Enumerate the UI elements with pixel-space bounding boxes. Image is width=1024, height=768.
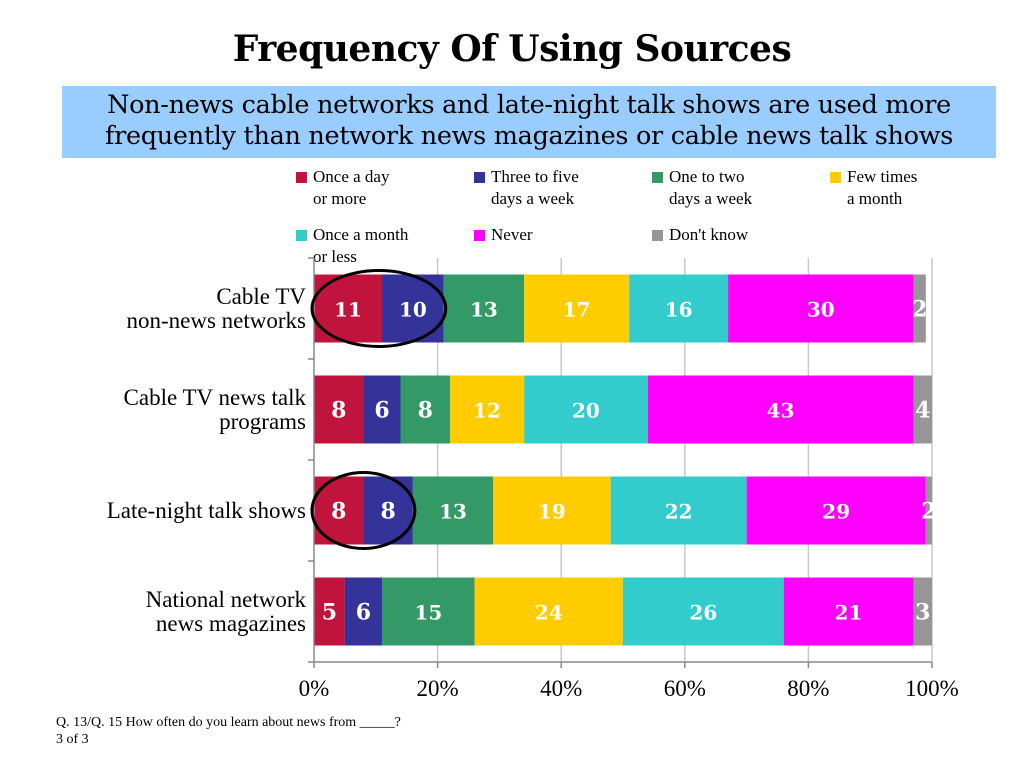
data-label: 4 [915, 398, 930, 424]
data-label: 16 [665, 298, 693, 322]
bar-segment [783, 577, 914, 646]
data-label: 19 [538, 500, 566, 524]
data-label: 22 [665, 500, 693, 524]
legend-label: Once a day or more [313, 167, 390, 208]
data-label: 8 [331, 499, 346, 525]
legend-label: Few times a month [847, 167, 918, 208]
bar-segment [728, 274, 914, 343]
legend-swatch [474, 172, 485, 183]
bar-segment [449, 375, 525, 444]
data-label: 17 [563, 298, 591, 322]
legend-swatch [830, 172, 841, 183]
legend-item: Don't know [652, 224, 748, 246]
legend-swatch [296, 230, 307, 241]
x-tick-label: 20% [416, 676, 459, 701]
legend-item: One to two days a week [652, 166, 752, 210]
bar-segment [493, 476, 611, 545]
x-tick-label: 60% [663, 676, 706, 701]
data-label: 26 [689, 601, 717, 625]
data-label: 3 [915, 600, 930, 626]
bar-segment [647, 375, 914, 444]
legend-label: Three to five days a week [491, 167, 579, 208]
legend-item: Never [474, 224, 533, 246]
footnote: Q. 13/Q. 15 How often do you learn about… [56, 715, 401, 747]
subtitle-line-1: Non-news cable networks and late-night t… [107, 90, 951, 120]
bar-segment [913, 375, 932, 444]
chart-subtitle: Non-news cable networks and late-night t… [62, 86, 996, 158]
legend-swatch [296, 172, 307, 183]
data-label: 2 [912, 297, 927, 323]
x-tick-label: 0% [298, 676, 330, 701]
bar-segment [412, 476, 494, 545]
legend-swatch [652, 230, 663, 241]
bar-segment [610, 476, 747, 545]
data-label: 21 [835, 601, 863, 625]
bar-segment [913, 274, 926, 343]
data-label: 24 [535, 601, 563, 625]
highlight-circle [310, 471, 417, 550]
bar-segment [474, 577, 623, 646]
data-label: 15 [414, 601, 442, 625]
bar-segment [314, 577, 345, 646]
legend-swatch [652, 172, 663, 183]
legend-item: Once a month or less [296, 224, 408, 268]
bar-segment [746, 476, 926, 545]
data-label: 10 [399, 298, 427, 322]
category-label: Late-night talk shows [106, 497, 306, 523]
chart-title: Frequency Of Using Sources [232, 28, 792, 70]
data-label: 20 [572, 399, 600, 423]
legend-label: One to two days a week [669, 167, 753, 208]
legend-label: Don't know [669, 225, 749, 244]
bar-segment [913, 577, 932, 646]
legend-item: Few times a month [830, 166, 917, 210]
x-tick-label: 80% [787, 676, 830, 701]
category-label: Cable TV non-news networks [126, 283, 307, 333]
data-label: 13 [470, 298, 498, 322]
bar-segment [363, 375, 401, 444]
bar-segment [524, 375, 648, 444]
legend-swatch [474, 230, 485, 241]
category-label: Cable TV news talk programs [123, 384, 306, 434]
x-tick-label: 100% [905, 676, 959, 701]
legend-item: Once a day or more [296, 166, 389, 210]
data-label: 8 [381, 499, 396, 525]
subtitle-line-2: frequently than network news magazines o… [104, 121, 954, 151]
bar-segment [314, 375, 364, 444]
data-label: 6 [356, 600, 371, 626]
bar-segment [524, 274, 630, 343]
data-label: 8 [418, 398, 433, 424]
data-label: 12 [473, 399, 501, 423]
legend-label: Never [491, 225, 533, 244]
data-label: 30 [807, 298, 835, 322]
highlight-circle [310, 269, 448, 348]
data-label: 13 [439, 500, 467, 524]
data-label: 5 [322, 600, 337, 626]
x-tick-label: 40% [540, 676, 583, 701]
category-label: National network news magazines [145, 586, 306, 636]
bar-segment [344, 577, 382, 646]
data-label: 43 [767, 399, 795, 423]
bar-segment [925, 476, 932, 545]
bar-segment [629, 274, 729, 343]
data-label: 6 [374, 398, 389, 424]
bar-segment [443, 274, 525, 343]
bar-segment [623, 577, 784, 646]
data-label: 29 [822, 500, 850, 524]
data-label: 8 [331, 398, 346, 424]
data-label: 11 [334, 298, 362, 322]
data-label: 2 [921, 499, 936, 525]
bar-segment [381, 577, 475, 646]
bar-segment [400, 375, 450, 444]
legend-label: Once a month or less [313, 225, 409, 266]
legend-item: Three to five days a week [474, 166, 579, 210]
